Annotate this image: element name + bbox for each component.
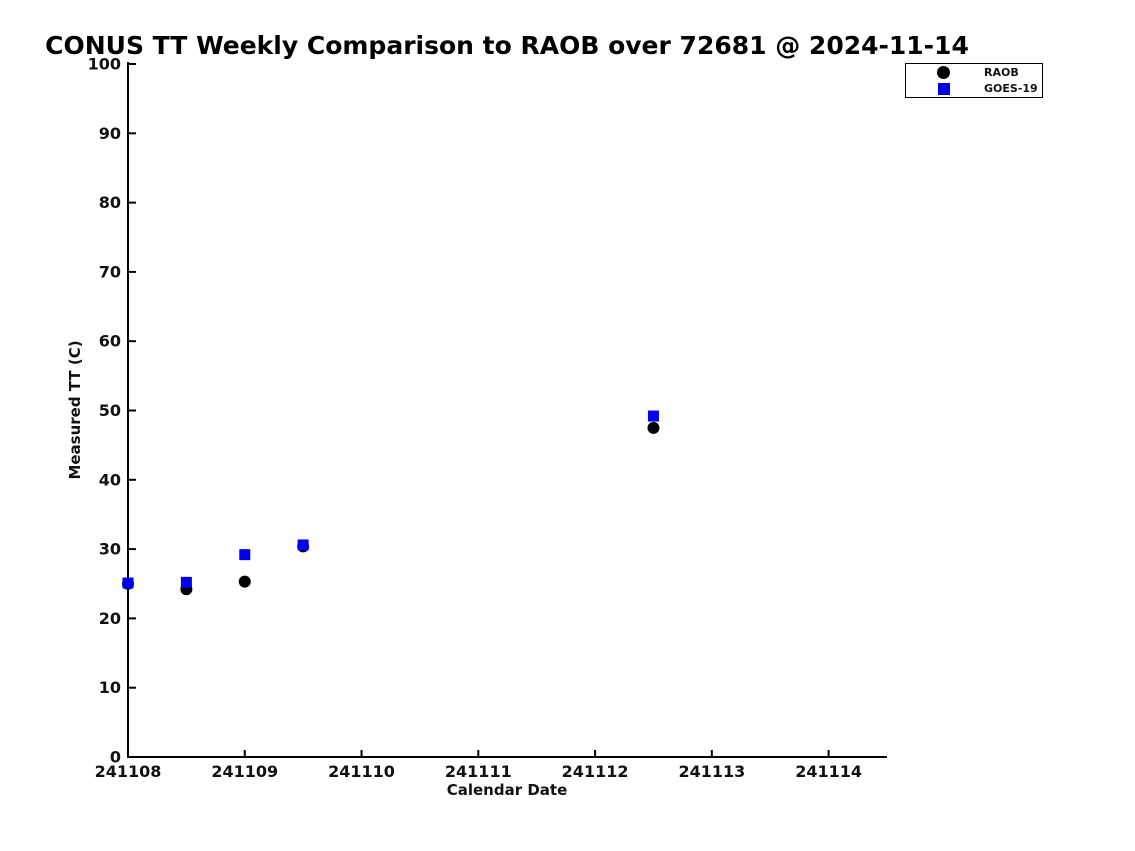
y-tick-label: 100 [88, 55, 121, 74]
data-point-goes-19 [239, 549, 251, 561]
chart-title: CONUS TT Weekly Comparison to RAOB over … [45, 31, 969, 60]
x-tick-label: 241109 [211, 762, 278, 781]
legend-row-raob: RAOB [906, 65, 1042, 80]
y-tick-label: 40 [99, 470, 121, 489]
x-tick-label: 241110 [328, 762, 395, 781]
y-tick-label: 0 [110, 748, 121, 767]
x-tick-label: 241112 [562, 762, 629, 781]
y-tick-label: 70 [99, 262, 121, 281]
x-tick-label: 241108 [95, 762, 162, 781]
data-point-raob [238, 575, 251, 588]
legend: RAOB GOES-19 [905, 63, 1043, 98]
data-point-raob [647, 421, 660, 434]
data-point-goes-19 [647, 410, 659, 422]
y-tick-label: 50 [99, 401, 121, 420]
x-tick-label: 241113 [678, 762, 745, 781]
data-point-goes-19 [297, 539, 309, 551]
raob-circle-icon [937, 66, 950, 79]
y-tick-label: 30 [99, 540, 121, 559]
x-axis-label: Calendar Date [446, 781, 568, 799]
y-tick-label: 10 [99, 678, 121, 697]
data-point-goes-19 [122, 577, 134, 589]
goes-19-square-icon [938, 82, 950, 95]
y-tick-label: 80 [99, 193, 121, 212]
y-tick-label: 20 [99, 609, 121, 628]
y-tick-label: 90 [99, 124, 121, 143]
y-tick-label: 60 [99, 332, 121, 351]
data-point-goes-19 [180, 576, 192, 588]
x-tick-label: 241111 [445, 762, 512, 781]
x-tick-label: 241114 [795, 762, 862, 781]
legend-label-goes19: GOES-19 [984, 82, 1038, 95]
legend-row-goes19: GOES-19 [906, 81, 1042, 96]
legend-label-raob: RAOB [984, 66, 1019, 79]
